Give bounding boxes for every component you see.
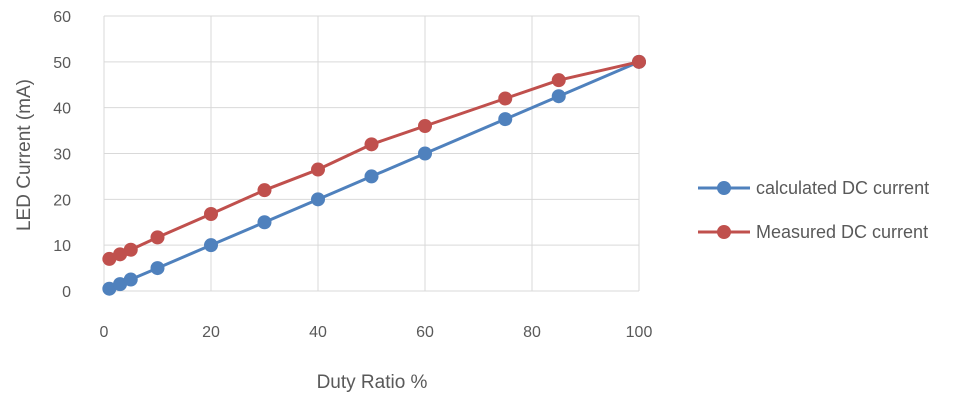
data-point xyxy=(204,207,218,221)
y-tick-label: 40 xyxy=(53,101,71,118)
legend-marker xyxy=(717,181,731,195)
data-point xyxy=(123,242,138,257)
tick-labels: 0 10 20 30 40 50 60 0 20 40 60 80 100 xyxy=(53,9,652,341)
data-point xyxy=(551,73,566,88)
data-point xyxy=(113,277,128,292)
x-tick-label: 40 xyxy=(309,324,327,341)
data-point xyxy=(204,238,218,253)
data-point xyxy=(257,183,272,198)
data-point xyxy=(113,247,128,262)
data-point xyxy=(150,230,165,245)
data-point xyxy=(498,91,513,106)
y-tick-label: 0 xyxy=(62,284,71,301)
data-point xyxy=(311,162,325,177)
gridlines xyxy=(103,15,640,292)
series-0 xyxy=(102,54,646,296)
x-tick-label: 20 xyxy=(202,324,220,341)
y-tick-label: 10 xyxy=(53,238,71,255)
data-point xyxy=(364,169,379,184)
x-tick-label: 100 xyxy=(626,324,653,341)
data-point xyxy=(418,146,432,161)
x-tick-label: 80 xyxy=(523,324,541,341)
x-axis-title: Duty Ratio % xyxy=(317,372,428,393)
legend-item: calculated DC current xyxy=(698,178,929,198)
legend-label: Measured DC current xyxy=(756,222,928,242)
x-tick-label: 60 xyxy=(416,324,434,341)
data-point xyxy=(498,112,513,127)
y-axis-title: LED Current (mA) xyxy=(14,79,35,231)
data-point xyxy=(102,251,117,266)
y-tick-label: 50 xyxy=(53,55,71,72)
data-point xyxy=(551,89,566,104)
data-point xyxy=(102,281,117,296)
data-point xyxy=(632,54,646,69)
data-point xyxy=(418,119,432,133)
series xyxy=(102,54,646,296)
legend-marker xyxy=(717,225,731,239)
legend-label: calculated DC current xyxy=(756,178,929,198)
legend-item: Measured DC current xyxy=(698,222,928,242)
y-tick-label: 60 xyxy=(53,9,71,26)
y-tick-label: 30 xyxy=(53,147,71,164)
x-tick-label: 0 xyxy=(100,324,109,341)
data-point xyxy=(364,137,379,152)
legend: calculated DC current Measured DC current xyxy=(698,178,929,242)
data-point xyxy=(123,272,138,287)
data-point xyxy=(311,192,325,207)
y-tick-label: 20 xyxy=(53,192,71,209)
data-point xyxy=(257,215,272,230)
data-point xyxy=(150,261,165,276)
series-1 xyxy=(102,54,646,266)
